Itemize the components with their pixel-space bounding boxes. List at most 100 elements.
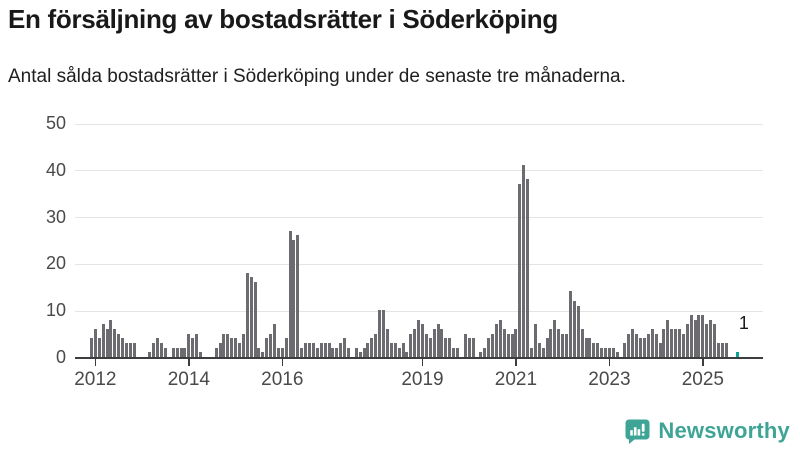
newsworthy-logo: Newsworthy bbox=[624, 416, 790, 446]
bar bbox=[269, 333, 273, 357]
bar bbox=[557, 328, 561, 357]
bar bbox=[273, 324, 277, 357]
bar bbox=[171, 347, 175, 357]
bar bbox=[444, 338, 448, 357]
bar bbox=[214, 347, 218, 357]
bar bbox=[249, 277, 253, 357]
bar bbox=[666, 319, 670, 357]
bar bbox=[720, 342, 724, 357]
bar bbox=[572, 300, 576, 357]
bar bbox=[191, 338, 195, 357]
bar bbox=[627, 333, 631, 357]
bar bbox=[378, 310, 382, 357]
bar bbox=[479, 352, 483, 357]
x-tick-mark bbox=[702, 359, 704, 366]
bar bbox=[635, 333, 639, 357]
bar bbox=[218, 342, 222, 357]
bar bbox=[674, 328, 678, 357]
bar bbox=[292, 240, 296, 357]
bar bbox=[452, 347, 456, 357]
bar bbox=[576, 305, 580, 357]
bar bbox=[541, 347, 545, 357]
y-tick-label: 10 bbox=[45, 300, 66, 321]
bar bbox=[163, 347, 167, 357]
y-tick-label: 50 bbox=[45, 113, 66, 133]
bar bbox=[366, 342, 370, 357]
bar bbox=[304, 342, 308, 357]
bar bbox=[362, 347, 366, 357]
x-tick-label: 2023 bbox=[588, 369, 631, 390]
bar bbox=[502, 328, 506, 357]
x-tick-label: 2021 bbox=[494, 369, 538, 390]
bar bbox=[319, 342, 323, 357]
bar bbox=[183, 347, 187, 357]
y-tick-label: 30 bbox=[45, 206, 66, 227]
x-tick-mark bbox=[515, 359, 517, 366]
last-bar-value-label: 1 bbox=[738, 313, 749, 334]
bar bbox=[385, 328, 389, 357]
bar bbox=[152, 342, 156, 357]
bar bbox=[530, 347, 534, 357]
bar bbox=[580, 328, 584, 357]
newsworthy-logo-text: Newsworthy bbox=[658, 418, 790, 443]
bar bbox=[432, 328, 436, 357]
bar bbox=[187, 333, 191, 357]
bar bbox=[179, 347, 183, 357]
bar bbox=[436, 324, 440, 357]
bar bbox=[128, 342, 132, 357]
bar bbox=[347, 347, 350, 357]
bar bbox=[611, 347, 615, 357]
x-tick-mark bbox=[608, 359, 611, 366]
bar bbox=[424, 333, 428, 357]
bar bbox=[471, 338, 475, 357]
bar bbox=[331, 347, 335, 357]
gridline bbox=[75, 217, 763, 219]
bar bbox=[195, 333, 199, 357]
bar bbox=[253, 282, 257, 357]
x-tick-mark bbox=[188, 359, 190, 366]
bar bbox=[230, 338, 234, 357]
bar bbox=[553, 319, 557, 357]
bar bbox=[623, 342, 627, 357]
bar bbox=[596, 342, 600, 357]
bar bbox=[736, 352, 740, 357]
x-tick-mark bbox=[281, 359, 284, 366]
bar bbox=[132, 342, 136, 357]
bar bbox=[681, 333, 685, 357]
bar bbox=[148, 352, 152, 357]
bar bbox=[276, 347, 280, 357]
bar bbox=[417, 319, 421, 357]
bar bbox=[109, 319, 113, 357]
bar bbox=[600, 347, 604, 357]
bar bbox=[565, 333, 569, 357]
bar bbox=[199, 352, 203, 357]
bar bbox=[440, 328, 444, 357]
bar bbox=[358, 352, 362, 357]
bar bbox=[90, 338, 93, 357]
bar bbox=[226, 333, 230, 357]
bar bbox=[323, 342, 327, 357]
bar bbox=[549, 328, 553, 357]
bar bbox=[491, 333, 495, 357]
bar bbox=[545, 338, 549, 357]
bar bbox=[393, 342, 397, 357]
bar bbox=[121, 338, 125, 357]
bar bbox=[101, 324, 105, 357]
bar bbox=[716, 342, 720, 357]
x-tick-mark bbox=[94, 359, 97, 366]
bar bbox=[175, 347, 179, 357]
bar bbox=[487, 338, 491, 357]
bar bbox=[607, 347, 611, 357]
bar bbox=[494, 324, 498, 357]
bar bbox=[237, 342, 241, 357]
bar bbox=[409, 333, 413, 357]
bar bbox=[428, 338, 432, 357]
y-tick-label: 20 bbox=[45, 253, 66, 274]
bar bbox=[646, 333, 650, 357]
bar bbox=[374, 333, 378, 357]
bar bbox=[354, 347, 358, 357]
newsworthy-chart-bubble-icon bbox=[624, 418, 651, 445]
bar bbox=[654, 333, 658, 357]
bar bbox=[397, 347, 401, 357]
bar bbox=[631, 328, 635, 357]
